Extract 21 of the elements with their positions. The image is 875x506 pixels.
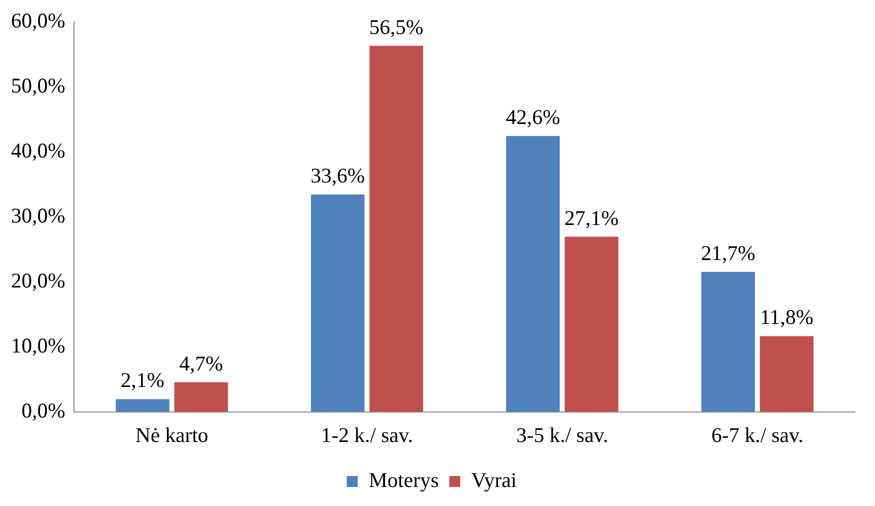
x-tick-label: 6-7 k./ sav. [711,422,804,447]
data-label: 42,6% [506,105,560,130]
data-label: 11,8% [760,305,814,330]
legend-label: Vyrai [471,468,517,492]
y-tick-label: 0,0% [21,398,66,422]
y-tick-label: 30,0% [10,203,66,228]
data-label: 21,7% [701,240,756,265]
y-tick-label: 50,0% [10,73,66,98]
legend-label: Moterys [368,468,439,492]
y-tick-label: 60,0% [10,8,66,33]
x-tick-label: 3-5 k./ sav. [516,422,608,447]
data-label: 4,7% [179,351,223,376]
y-tick-label: 40,0% [10,138,66,162]
x-tick-label: Nė karto [135,422,208,447]
data-label: 56,5% [369,14,424,39]
y-tick-label: 10,0% [10,333,66,358]
data-label: 33,6% [310,164,365,188]
data-label: 27,1% [564,206,619,230]
data-label: 2,1% [120,368,164,392]
y-tick-label: 20,0% [10,268,66,292]
x-tick-label: 1-2 k./ sav. [321,422,414,447]
